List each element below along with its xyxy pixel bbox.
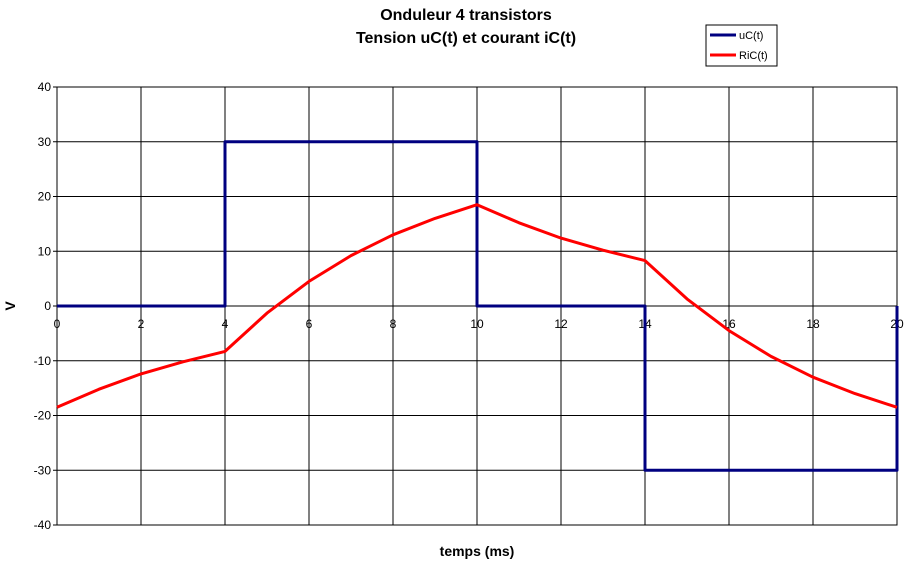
legend-label-uc: uC(t) xyxy=(739,30,763,42)
y-axis-label: V xyxy=(2,301,18,311)
x-tick-label: 18 xyxy=(806,317,820,331)
x-tick-label: 4 xyxy=(222,317,229,331)
x-tick-label: 0 xyxy=(54,317,61,331)
y-tick-label: 40 xyxy=(38,80,52,94)
x-axis-label: temps (ms) xyxy=(440,543,515,559)
series-line-ric xyxy=(56,203,898,409)
legend-box xyxy=(705,24,778,67)
series-group xyxy=(56,140,899,472)
chart-subtitle: Tension uC(t) et courant iC(t) xyxy=(356,30,576,47)
x-tick-label: 8 xyxy=(390,317,397,331)
x-tick-label: 12 xyxy=(554,317,568,331)
y-tick-label: 10 xyxy=(38,244,52,258)
y-tick-label: 20 xyxy=(38,190,52,204)
y-tick-label: -40 xyxy=(34,518,52,532)
x-tick-label: 10 xyxy=(470,317,484,331)
x-tick-label: 6 xyxy=(306,317,313,331)
y-tick-label: -30 xyxy=(34,463,52,477)
y-tick-label: 0 xyxy=(44,299,51,313)
legend-label-ric: RiC(t) xyxy=(739,50,768,62)
y-tick-label: 30 xyxy=(38,135,52,149)
y-tick-label: -10 xyxy=(34,354,52,368)
series-line-uc xyxy=(57,140,899,472)
chart-title: Onduleur 4 transistors xyxy=(380,7,552,24)
x-tick-label: 2 xyxy=(138,317,145,331)
y-tick-label: -20 xyxy=(34,409,52,423)
y-tick-labels: 40 30 20 10 0 -10 -20 -30 -40 xyxy=(34,80,52,532)
legend: uC(t) RiC(t) xyxy=(705,24,778,67)
